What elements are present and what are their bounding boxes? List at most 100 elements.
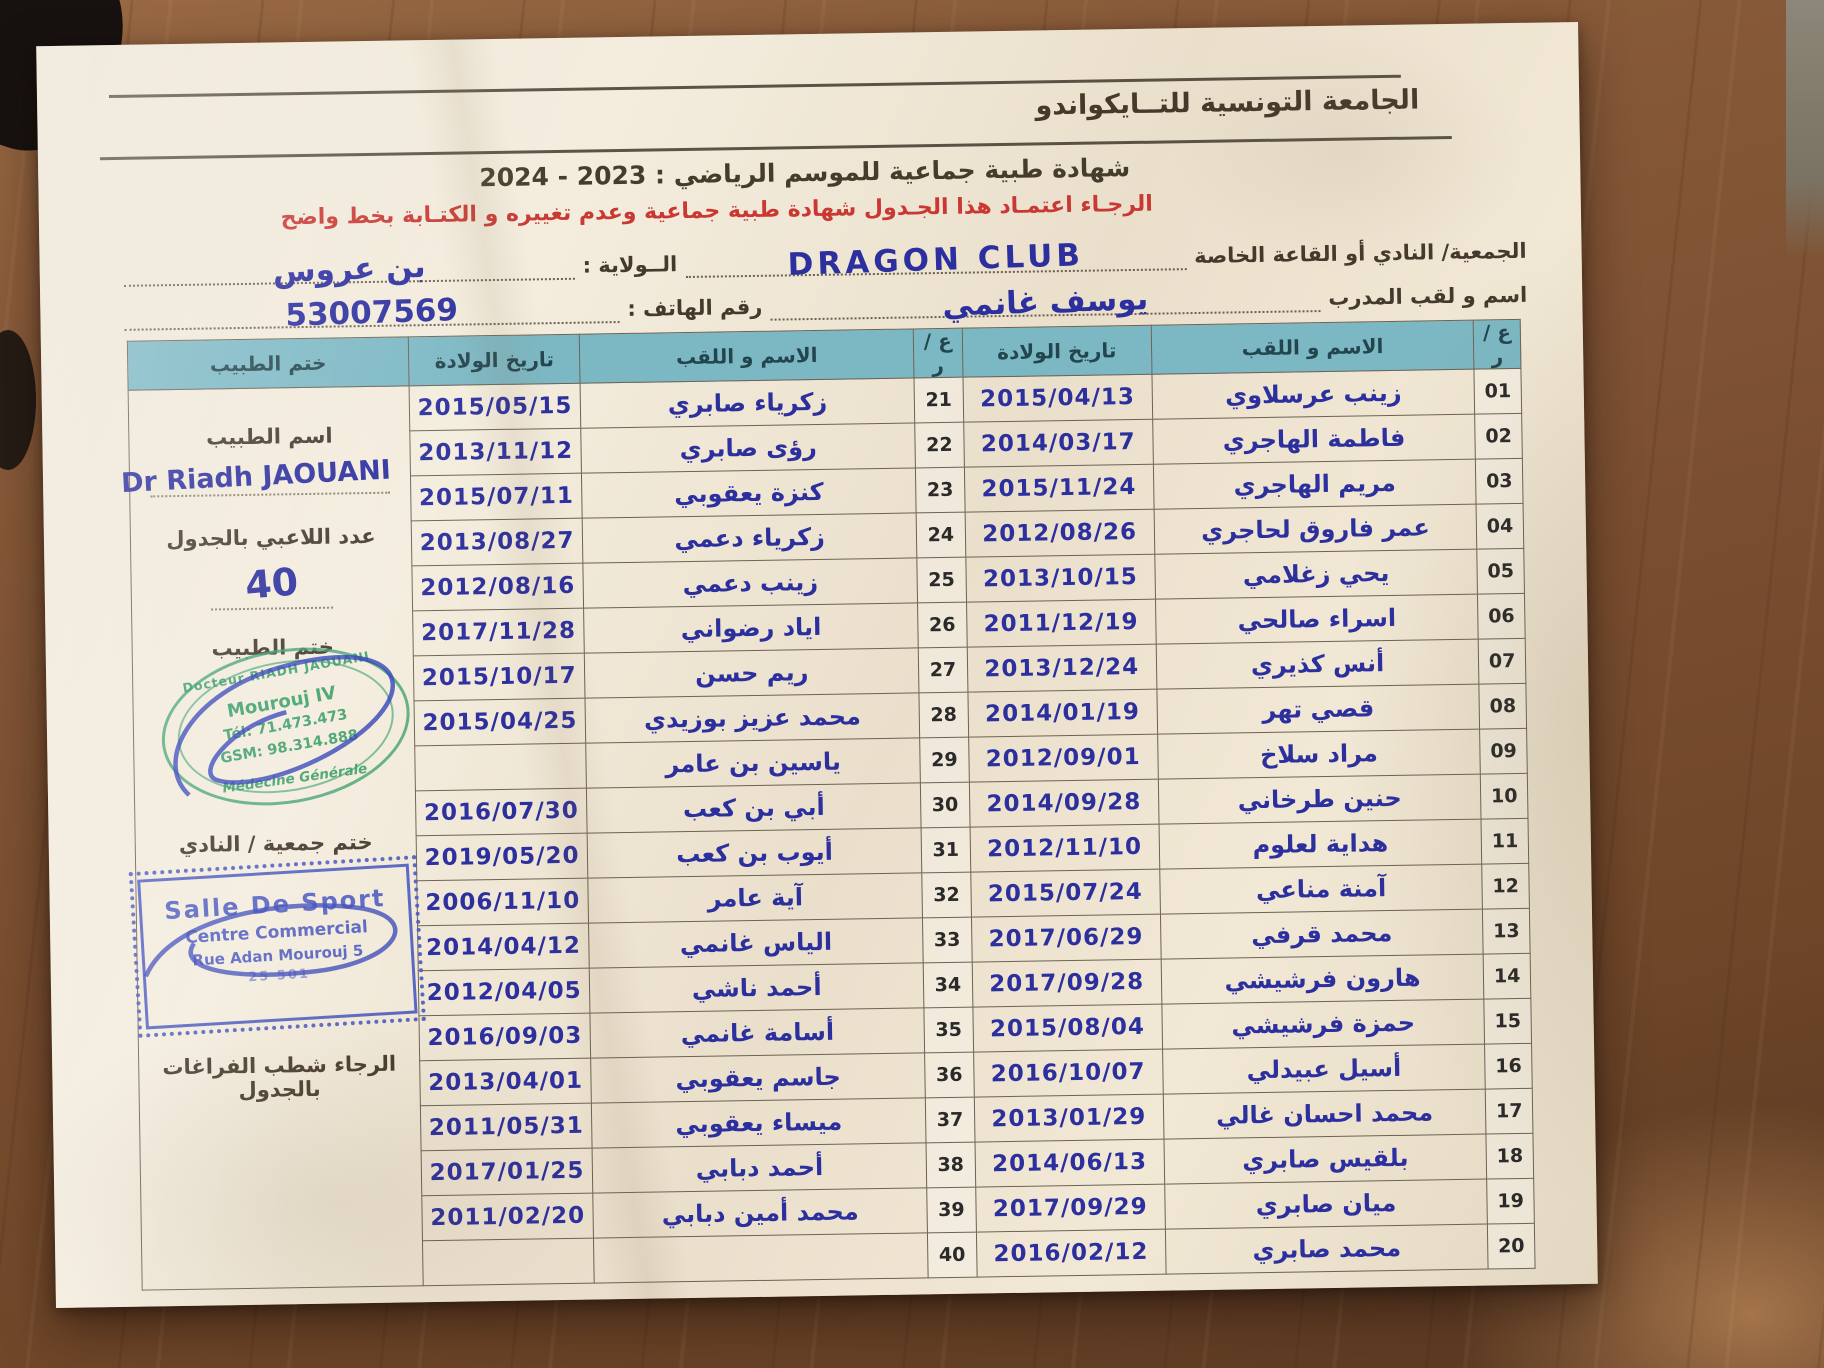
player-name-cell: اسراء صالحي: [1155, 594, 1479, 645]
player-name-cell: زينب دعمي: [583, 557, 918, 609]
birthdate-cell: 2013/12/24: [966, 644, 1157, 693]
birthdate-cell: 2016/10/07: [973, 1049, 1164, 1098]
player-name-cell: أنس كذيري: [1155, 639, 1480, 690]
row-number-cell: 07: [1478, 638, 1526, 685]
col-header-name-right: الاسم و اللقب: [1150, 320, 1475, 375]
player-name-cell: بلقيس صابري: [1163, 1134, 1487, 1185]
birthdate-cell: 2015/11/24: [964, 464, 1154, 513]
birthdate-cell: 2013/10/15: [965, 554, 1156, 603]
player-name-cell: حنين طرخاني: [1158, 774, 1482, 825]
birthdate-cell: 2015/05/15: [409, 383, 581, 431]
birthdate-cell: 2014/03/17: [963, 419, 1154, 468]
row-number-cell: 09: [1479, 728, 1528, 775]
player-name-cell: محمد قرفي: [1160, 909, 1484, 960]
row-number-cell: 29: [919, 737, 969, 783]
player-name-cell: مراد سلاخ: [1157, 729, 1481, 780]
federation-title: الجامعة التونسية للتــايكواندو: [1035, 84, 1420, 122]
coach-name-label: اسم و لقب المدرب: [1328, 282, 1528, 310]
row-number-cell: 33: [922, 917, 972, 963]
row-number-cell: 36: [924, 1052, 974, 1098]
player-name-cell: ريم حسن: [584, 647, 920, 699]
row-number-cell: 38: [926, 1142, 976, 1188]
row-number-cell: 20: [1487, 1223, 1536, 1270]
doctor-stamp-column: اسم الطبيب Dr Riadh JAOUANI عدد اللاعبي …: [120, 385, 426, 1291]
birthdate-cell: 2013/08/27: [411, 518, 584, 566]
row-number-cell: 37: [925, 1097, 975, 1143]
row-number-cell: 31: [921, 827, 971, 873]
phone-label: رقم الهاتف :: [627, 294, 763, 321]
player-name-cell: أيوب بن كعب: [587, 827, 922, 879]
player-name-cell: محمد احسان غالي: [1163, 1089, 1487, 1140]
player-name-cell: ميساء يعقوبي: [591, 1097, 927, 1149]
birthdate-cell: 2011/05/31: [420, 1103, 593, 1151]
row-number-cell: 01: [1474, 368, 1522, 415]
birthdate-cell: 2016/07/30: [415, 788, 588, 836]
birthdate-cell: 2014/01/19: [967, 689, 1158, 738]
player-name-cell: أسامة غانمي: [590, 1007, 925, 1059]
birthdate-cell: 2015/08/04: [972, 1004, 1163, 1053]
row-number-cell: 15: [1484, 998, 1532, 1045]
row-number-cell: 34: [923, 962, 973, 1008]
col-header-doctor-stamp: ختم الطبيب: [127, 336, 410, 391]
player-name-cell: مريم الهاجري: [1153, 459, 1477, 510]
birthdate-cell: 2014/09/28: [968, 779, 1159, 828]
row-number-cell: 32: [921, 872, 972, 918]
player-name-cell: آمنة مناعي: [1159, 864, 1483, 915]
roster-table: ع / ر الاسم و اللقب تاريخ الولادة ع / ر …: [120, 319, 1536, 1291]
row-number-cell: 11: [1481, 818, 1529, 865]
birthdate-cell: 2015/04/13: [962, 374, 1153, 423]
birthdate-cell: 2006/11/10: [416, 878, 589, 926]
row-number-cell: 40: [927, 1232, 977, 1278]
dark-spot-left-edge: [0, 330, 36, 470]
cross-out-note: الرجاء شطب الفراغات بالجدول: [162, 1051, 397, 1103]
player-name-cell: زكرياء صابري: [580, 377, 915, 429]
player-name-cell: الياس غانمي: [588, 917, 924, 969]
state-label: الــولاية :: [582, 252, 678, 278]
birthdate-cell: 2015/07/11: [410, 473, 583, 521]
row-number-cell: 35: [923, 1007, 974, 1053]
row-number-cell: 13: [1482, 908, 1531, 955]
row-number-cell: 10: [1480, 773, 1528, 820]
col-header-dob-left: تاريخ الولادة: [408, 334, 581, 386]
col-header-num-left: ع / ر: [913, 328, 963, 378]
player-name-cell: أبي بن كعب: [586, 782, 922, 834]
club-stamp-label: ختم جمعية / النادي: [178, 830, 373, 858]
birthdate-cell: 2012/09/01: [968, 734, 1159, 783]
player-name-cell: زينب عرسلاوي: [1151, 369, 1475, 420]
player-name-cell: يحي زغلامي: [1154, 549, 1478, 600]
birthdate-cell: 2014/04/12: [417, 923, 590, 971]
row-number-cell: 02: [1474, 413, 1523, 460]
player-name-cell: قصي تهر: [1156, 684, 1480, 735]
row-number-cell: 12: [1481, 863, 1530, 910]
player-name-cell: حمزة فرشيشي: [1161, 999, 1485, 1050]
birthdate-cell: 2017/06/29: [971, 914, 1161, 963]
player-name-cell: ياسين بن عامر: [585, 737, 921, 789]
player-name-cell: هداية لعلوم: [1158, 819, 1482, 870]
col-header-name-left: الاسم و اللقب: [579, 328, 915, 384]
birthdate-cell: 2012/11/10: [969, 824, 1160, 873]
birthdate-cell: 2017/11/28: [412, 608, 585, 656]
birthdate-cell: 2016/02/12: [976, 1229, 1166, 1278]
row-number-cell: 25: [916, 557, 967, 603]
row-number-cell: 22: [914, 422, 965, 468]
document-paper: الجامعة التونسية للتــايكواندو شهادة طبي…: [36, 21, 1598, 1309]
players-count-label: عدد اللاعبي بالجدول: [166, 523, 376, 552]
birthdate-cell: [414, 743, 587, 791]
row-number-cell: 16: [1484, 1043, 1533, 1090]
birthdate-cell: 2015/10/17: [413, 653, 586, 701]
birthdate-cell: 2013/11/12: [409, 428, 582, 476]
player-name-cell: كنزة يعقوبي: [581, 467, 917, 519]
row-number-cell: 04: [1476, 503, 1524, 550]
player-name-cell: فاطمة الهاجري: [1152, 414, 1476, 465]
row-number-cell: 03: [1475, 458, 1524, 505]
document-title: شهادة طبية جماعية للموسم الرياضي : 2023 …: [479, 153, 1131, 193]
player-name-cell: رؤى صابري: [580, 422, 916, 474]
player-name-cell: اياد رضواني: [583, 602, 919, 654]
row-number-cell: 08: [1479, 683, 1527, 730]
row-number-cell: 24: [916, 512, 966, 558]
birthdate-cell: 2012/04/05: [418, 968, 591, 1016]
state-value: بن عروس: [272, 248, 427, 290]
phone-value: 53007569: [285, 292, 459, 334]
row-number-cell: 39: [926, 1187, 977, 1233]
club-stamp: Salle De Sport Centre Commercial Rue Ada…: [128, 854, 426, 1039]
